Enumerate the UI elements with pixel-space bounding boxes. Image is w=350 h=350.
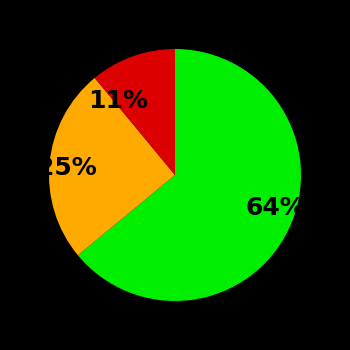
Text: 25%: 25% xyxy=(37,156,97,180)
Wedge shape xyxy=(49,78,175,255)
Text: 64%: 64% xyxy=(246,196,306,220)
Wedge shape xyxy=(95,49,175,175)
Wedge shape xyxy=(78,49,301,301)
Text: 11%: 11% xyxy=(89,90,148,113)
